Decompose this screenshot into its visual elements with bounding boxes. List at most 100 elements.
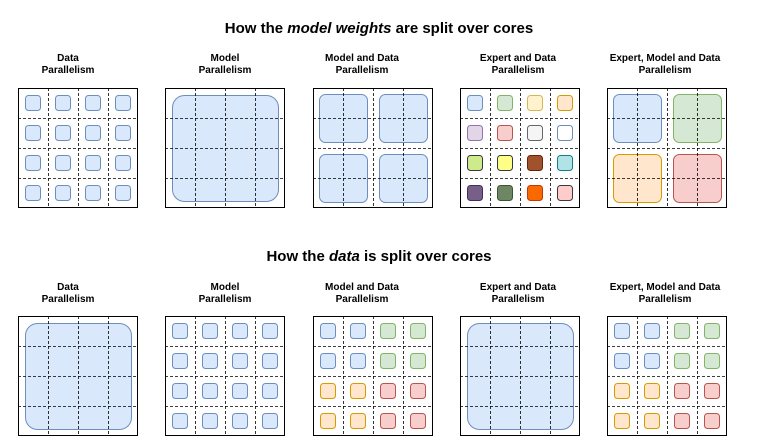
core-cell [232,353,248,369]
core-cell [614,353,630,369]
panel-label-line: Model and Data [325,282,399,293]
panel-label-line: Parallelism [198,294,252,305]
panel-label-line: Data [57,53,79,64]
core-cell [614,323,630,339]
panel-label-line: Expert and Data [479,282,557,293]
core-cell [320,323,336,339]
grid-panel-data-expert-model-data [607,316,727,436]
core-cell [410,323,426,339]
core-cell [115,185,131,201]
core-cell [497,95,513,111]
core-cell [644,353,660,369]
core-cell [467,125,483,141]
core-cell [380,383,396,399]
core-cell [527,95,543,111]
core-cell [320,383,336,399]
panel-label: Expert and Data Parallelism [453,53,583,77]
core-cell [115,155,131,171]
core-cell [380,323,396,339]
core-cell [527,125,543,141]
grid-panel-weights-model-data [313,88,433,208]
panel-label-line: Parallelism [491,65,545,76]
core-cell [232,413,248,429]
panel-label-line: Parallelism [198,65,252,76]
core-cell [704,383,720,399]
core-cell [467,95,483,111]
core-cell [262,353,278,369]
panel-label-line: Expert and Data [479,53,557,64]
core-cell [85,185,101,201]
core-cell [262,383,278,399]
section-title-weights: How the model weights are split over cor… [0,20,758,37]
title-text-emphasis: data [328,248,360,265]
core-cell [410,383,426,399]
core-cell [674,353,690,369]
core-cell [674,413,690,429]
core-cell [557,155,573,171]
core-cell [25,155,41,171]
core-cell [380,353,396,369]
core-cell [55,185,71,201]
grid-panel-weights-data [18,88,138,208]
core-cell [85,125,101,141]
panel-label-line: Parallelism [638,65,692,76]
core-cell [704,353,720,369]
grid-panel-weights-model [165,88,285,208]
core-cell [644,323,660,339]
core-cell [614,413,630,429]
core-cell [557,95,573,111]
core-cell [172,323,188,339]
core-cell [644,413,660,429]
core-cell [25,95,41,111]
title-text-after: is split over cores [359,248,492,265]
core-cell [25,185,41,201]
title-text-before: How the [224,20,288,37]
core-cell [320,353,336,369]
core-cell [232,383,248,399]
panel-label: Model and Data Parallelism [297,53,427,77]
core-cell [85,95,101,111]
title-text-emphasis: model weights [287,20,392,37]
core-cell [674,383,690,399]
panel-label-line: Parallelism [491,294,545,305]
panel-label-line: Model [210,282,240,293]
panel-label: Model Parallelism [160,282,290,306]
core-cell [527,185,543,201]
section-title-data: How the data is split over cores [0,248,758,265]
panel-label: Model and Data Parallelism [297,282,427,306]
core-cell [644,383,660,399]
core-cell [55,125,71,141]
core-cell [380,413,396,429]
panel-label: Data Parallelism [3,53,133,77]
panel-label-line: Parallelism [41,294,95,305]
core-cell [262,323,278,339]
core-cell [172,353,188,369]
grid-panel-data-model [165,316,285,436]
core-cell [614,383,630,399]
core-cell [320,413,336,429]
core-cell [527,155,543,171]
core-cell [115,95,131,111]
grid-panel-data-expert-data [460,316,580,436]
core-cell [202,353,218,369]
core-cell [497,125,513,141]
panel-label-line: Parallelism [41,65,95,76]
grid-panel-weights-expert-data [460,88,580,208]
core-cell [202,323,218,339]
panel-label: Expert, Model and Data Parallelism [600,282,730,306]
core-cell [115,125,131,141]
core-cell [202,383,218,399]
panel-label-line: Parallelism [335,65,389,76]
panel-label: Expert and Data Parallelism [453,282,583,306]
core-cell [410,413,426,429]
core-cell [704,323,720,339]
core-cell [85,155,101,171]
title-text-after: are split over cores [391,20,534,37]
title-text-before: How the [266,248,329,265]
core-cell [262,413,278,429]
core-cell [674,323,690,339]
core-cell [467,155,483,171]
core-cell [497,185,513,201]
core-cell [350,323,366,339]
core-cell [704,413,720,429]
